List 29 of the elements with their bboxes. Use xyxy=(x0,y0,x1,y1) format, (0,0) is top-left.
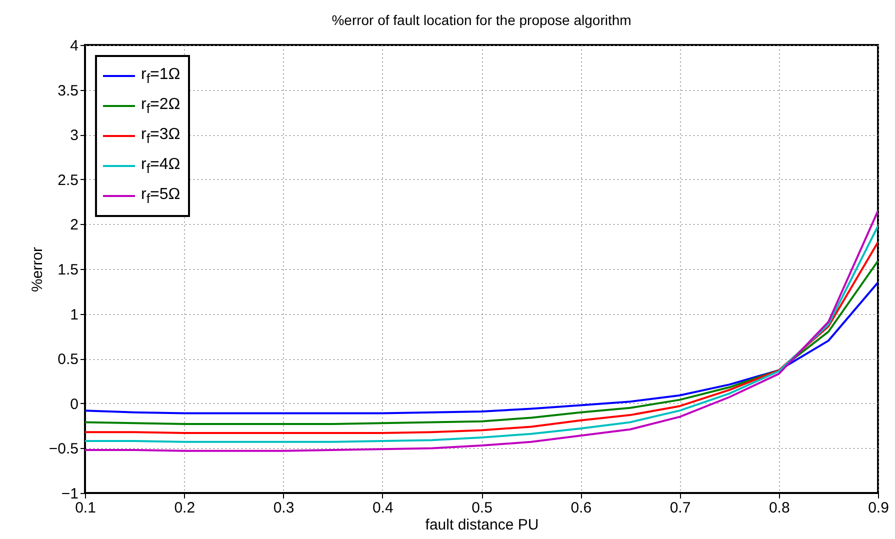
x-tick-label: 0.1 xyxy=(75,500,96,516)
y-tick-label: 3 xyxy=(70,127,78,144)
y-tick-label: 3.5 xyxy=(58,82,78,100)
legend-label: r$_{f}$=4Ω xyxy=(141,156,180,176)
line-series xyxy=(85,281,878,414)
y-axis-title: %error xyxy=(28,246,46,292)
y-tick-label: 0 xyxy=(70,396,78,413)
x-tick-label: 0.9 xyxy=(868,500,889,516)
y-tick-label: 2 xyxy=(70,216,78,234)
x-tick-label: 0.7 xyxy=(670,500,691,516)
legend-label: r$_{f}$=3Ω xyxy=(141,126,180,146)
legend-label: r$_{f}$=5Ω xyxy=(141,186,180,206)
y-tick-label: 1 xyxy=(70,306,78,324)
y-tick-label: 1.5 xyxy=(58,262,78,278)
x-tick-label: 0.6 xyxy=(570,500,592,516)
y-tick-label: −0.5 xyxy=(48,440,78,458)
y-tick-label: −1 xyxy=(61,486,78,502)
y-tick-label: 2.5 xyxy=(58,172,78,189)
y-tick-label: 4 xyxy=(70,38,78,54)
x-tick-label: 0.2 xyxy=(174,500,196,516)
y-tick-label: 0.5 xyxy=(58,351,78,368)
legend-label: r$_{f}$=1Ω xyxy=(141,66,180,86)
legend-label: r$_{f}$=2Ω xyxy=(141,96,180,116)
x-tick-label: 0.3 xyxy=(273,500,294,516)
x-tick-label: 0.4 xyxy=(372,500,394,516)
x-tick-label: 0.8 xyxy=(768,500,790,516)
x-tick-label: 0.5 xyxy=(472,500,492,516)
x-axis-title: fault distance PU xyxy=(425,516,539,534)
chart-title: %error of fault location for the propose algorithm xyxy=(332,12,632,28)
